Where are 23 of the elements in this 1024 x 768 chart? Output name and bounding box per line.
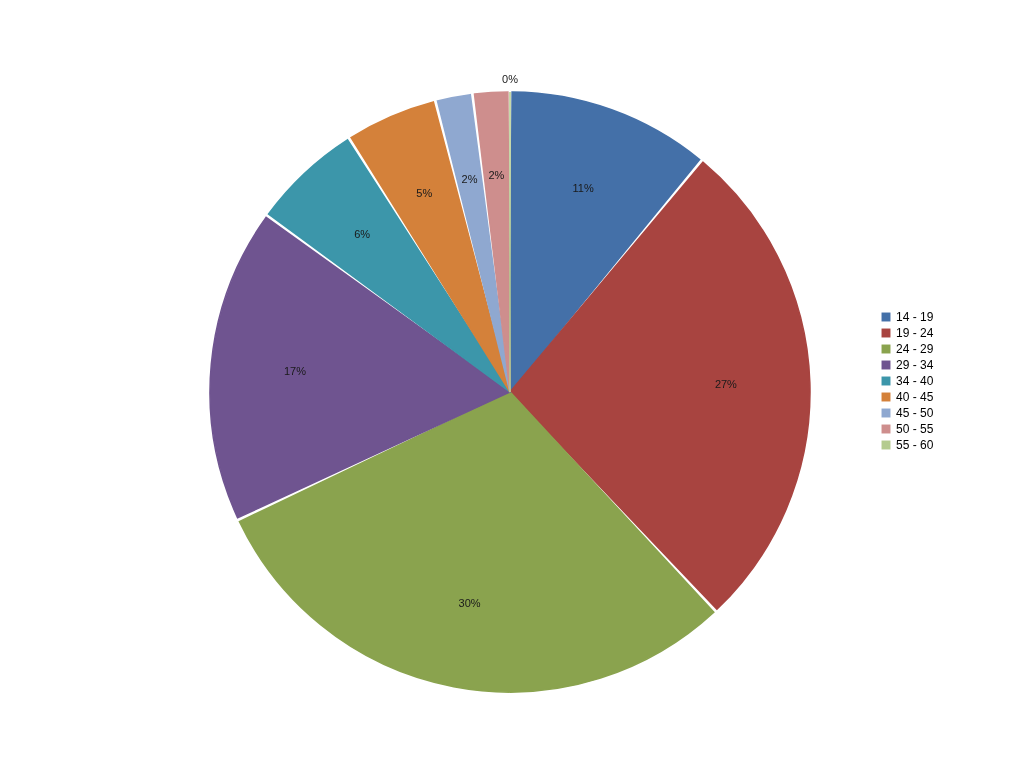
- text: 0%: [502, 73, 518, 85]
- data-label: 2%: [488, 169, 505, 182]
- legend-label: 50 - 55: [896, 422, 934, 436]
- pie-slice: [238, 391, 715, 693]
- legend-label: 40 - 45: [896, 390, 934, 404]
- data-label: 5%: [416, 186, 433, 199]
- legend-label: 29 - 34: [896, 358, 934, 372]
- pie-slice: [267, 139, 511, 393]
- pie-slice: [209, 216, 511, 519]
- pie-slice: [509, 161, 811, 610]
- legend-label: 34 - 40: [896, 374, 934, 388]
- legend-label: 55 - 60: [896, 438, 934, 452]
- data-label: 2%: [461, 172, 478, 185]
- data-label: 27%: [714, 378, 738, 391]
- data-label: 11%: [572, 181, 594, 194]
- data-label: 17%: [283, 364, 307, 377]
- data-label: 6%: [354, 227, 371, 240]
- legend-label: 45 - 50: [896, 406, 934, 420]
- legend-label: 14 - 19: [896, 310, 934, 324]
- pie-slice: [350, 101, 511, 393]
- data-label: 30%: [458, 597, 481, 610]
- legend-label: 19 - 24: [896, 326, 934, 340]
- legend-label: 24 - 29: [896, 342, 934, 356]
